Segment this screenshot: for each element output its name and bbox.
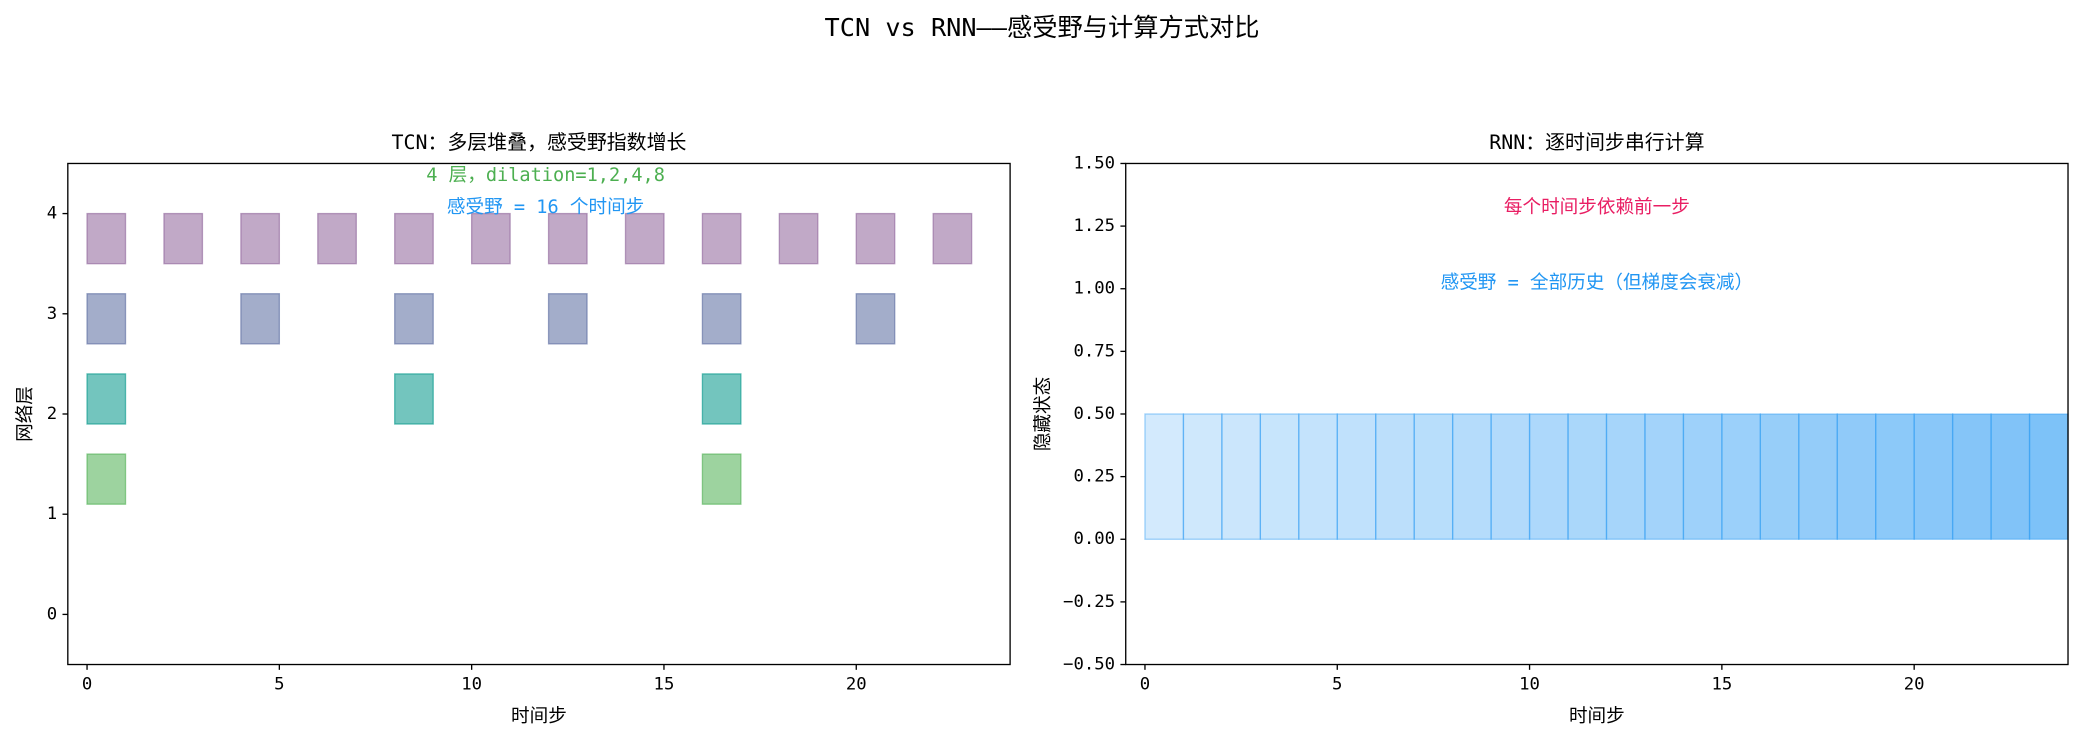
layer-cell <box>547 212 588 265</box>
hidden-state-bar <box>1451 413 1492 540</box>
y-tick-label: 3 <box>47 304 57 324</box>
layer-cell <box>394 212 434 265</box>
layer-cell <box>394 293 434 345</box>
y-tick-label: 1.25 <box>1074 216 1116 236</box>
layer-cell <box>701 212 742 265</box>
y-tick-label: 2 <box>47 404 57 424</box>
layer-cell <box>86 373 127 425</box>
x-tick-label: 10 <box>461 674 482 694</box>
x-axis-label: 时间步 <box>1569 706 1625 727</box>
hidden-state-bar <box>1144 413 1185 540</box>
y-tick-label: 0.25 <box>1074 467 1116 487</box>
y-tick-label: 1.00 <box>1074 279 1116 299</box>
hidden-state-bar <box>1836 413 1877 540</box>
layer-cell <box>778 212 819 265</box>
y-tick-label: 0.00 <box>1074 529 1116 549</box>
annotation: 感受野 = 16 个时间步 <box>447 197 644 218</box>
hidden-state-bar <box>1221 413 1262 540</box>
annotation: 每个时间步依赖前一步 <box>1504 197 1690 218</box>
y-tick-label: −0.25 <box>1063 592 1115 612</box>
layer-cell <box>163 212 204 265</box>
hidden-state-bar <box>1990 413 2031 540</box>
annotation: 感受野 = 全部历史（但梯度会衰减） <box>1441 273 1754 294</box>
hidden-state-bar <box>1567 413 1608 540</box>
hidden-state-bar <box>1875 413 1915 540</box>
x-tick-label: 20 <box>1904 674 1925 694</box>
y-tick-label: 0 <box>47 604 57 624</box>
y-tick-label: 4 <box>47 204 57 224</box>
hidden-state-bar <box>1951 413 1992 540</box>
hidden-state-bar <box>1336 413 1377 540</box>
layer-cell <box>547 293 588 345</box>
layer-cell <box>86 453 127 505</box>
layer-cell <box>932 212 973 265</box>
hidden-state-bar <box>1759 413 1800 540</box>
x-tick-label: 10 <box>1519 674 1540 694</box>
hidden-state-bar <box>1182 413 1223 540</box>
hidden-state-bar <box>1375 413 1415 540</box>
layer-cell <box>240 212 281 265</box>
layer-cell <box>86 293 127 345</box>
layer-cell <box>317 212 357 265</box>
x-axis-label: 时间步 <box>511 706 567 727</box>
x-tick-label: 0 <box>82 674 92 694</box>
suptitle: TCN vs RNN——感受野与计算方式对比 <box>825 13 1260 42</box>
hidden-state-bar <box>1644 413 1685 540</box>
layer-cell <box>624 212 665 265</box>
x-tick-label: 15 <box>654 674 675 694</box>
hidden-state-bar <box>1913 413 1954 540</box>
layer-cell <box>855 212 896 265</box>
layer-cell <box>701 373 742 425</box>
hidden-state-bar <box>2028 413 2069 540</box>
y-tick-label: 1.50 <box>1074 153 1116 173</box>
x-tick-label: 15 <box>1711 674 1732 694</box>
hidden-state-bar <box>1490 413 1531 540</box>
axes-title: TCN：多层堆叠，感受野指数增长 <box>391 131 686 154</box>
annotation: 4 层，dilation=1,2,4,8 <box>426 165 665 186</box>
x-tick-label: 5 <box>1332 674 1342 694</box>
layer-cell <box>855 293 896 345</box>
layer-cell <box>701 453 742 505</box>
hidden-state-bar <box>1605 413 1646 540</box>
hidden-state-bar <box>1528 413 1569 540</box>
layer-cell <box>240 293 281 345</box>
x-tick-label: 0 <box>1140 674 1150 694</box>
layer-cell <box>701 293 742 345</box>
hidden-state-bar <box>1259 413 1300 540</box>
y-tick-label: 0.75 <box>1074 341 1116 361</box>
axes-title: RNN：逐时间步串行计算 <box>1489 131 1704 154</box>
x-tick-label: 5 <box>274 674 284 694</box>
layer-cell <box>470 212 511 265</box>
layer-cell <box>86 212 127 265</box>
y-tick-label: −0.50 <box>1063 655 1115 675</box>
hidden-state-bar <box>1682 413 1723 540</box>
layer-cell <box>394 373 434 425</box>
hidden-state-bar <box>1721 413 1761 540</box>
y-axis-label: 隐藏状态 <box>1033 377 1054 451</box>
y-axis-label: 网络层 <box>15 386 36 442</box>
hidden-state-bar <box>1298 413 1338 540</box>
axes-frame <box>67 162 1011 666</box>
y-tick-label: 1 <box>47 504 57 524</box>
hidden-state-bar <box>1798 413 1838 540</box>
hidden-state-bar <box>1413 413 1454 540</box>
y-tick-label: 0.50 <box>1074 404 1116 424</box>
x-tick-label: 20 <box>846 674 867 694</box>
